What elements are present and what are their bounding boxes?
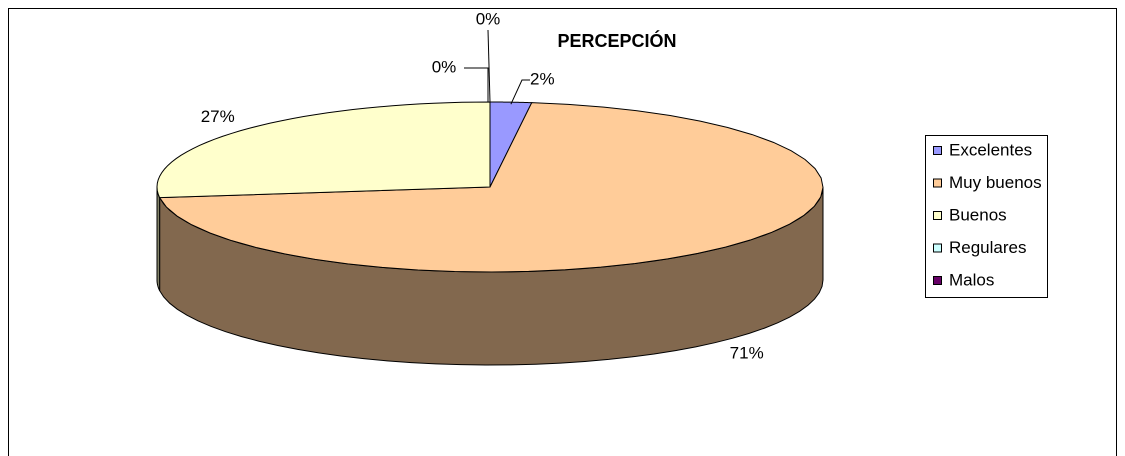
legend-box (925, 135, 1048, 298)
legend-label: Muy buenos (949, 173, 1042, 192)
leader-line (487, 29, 491, 103)
legend-swatch (933, 276, 942, 285)
data-label: 27% (201, 107, 235, 126)
pie-slice (156, 101, 491, 199)
legend-label: Malos (949, 270, 994, 289)
data-label: 71% (730, 344, 764, 363)
legend-swatch (933, 178, 942, 188)
pie-slice (158, 102, 824, 273)
pie-side (156, 187, 161, 291)
data-label: 0% (476, 9, 501, 28)
legend-swatch (933, 211, 942, 220)
legend-label: Buenos (949, 205, 1007, 224)
data-label: 2% (530, 69, 555, 88)
legend-label: Excelentes (949, 140, 1032, 159)
legend-swatch (933, 243, 942, 253)
data-label: 0% (432, 57, 457, 76)
chart-title: PERCEPCIÓN (557, 30, 676, 51)
leader-line (510, 79, 530, 105)
legend-swatch (933, 146, 942, 155)
leader-line (464, 67, 489, 102)
legend-label: Regulares (949, 238, 1027, 257)
